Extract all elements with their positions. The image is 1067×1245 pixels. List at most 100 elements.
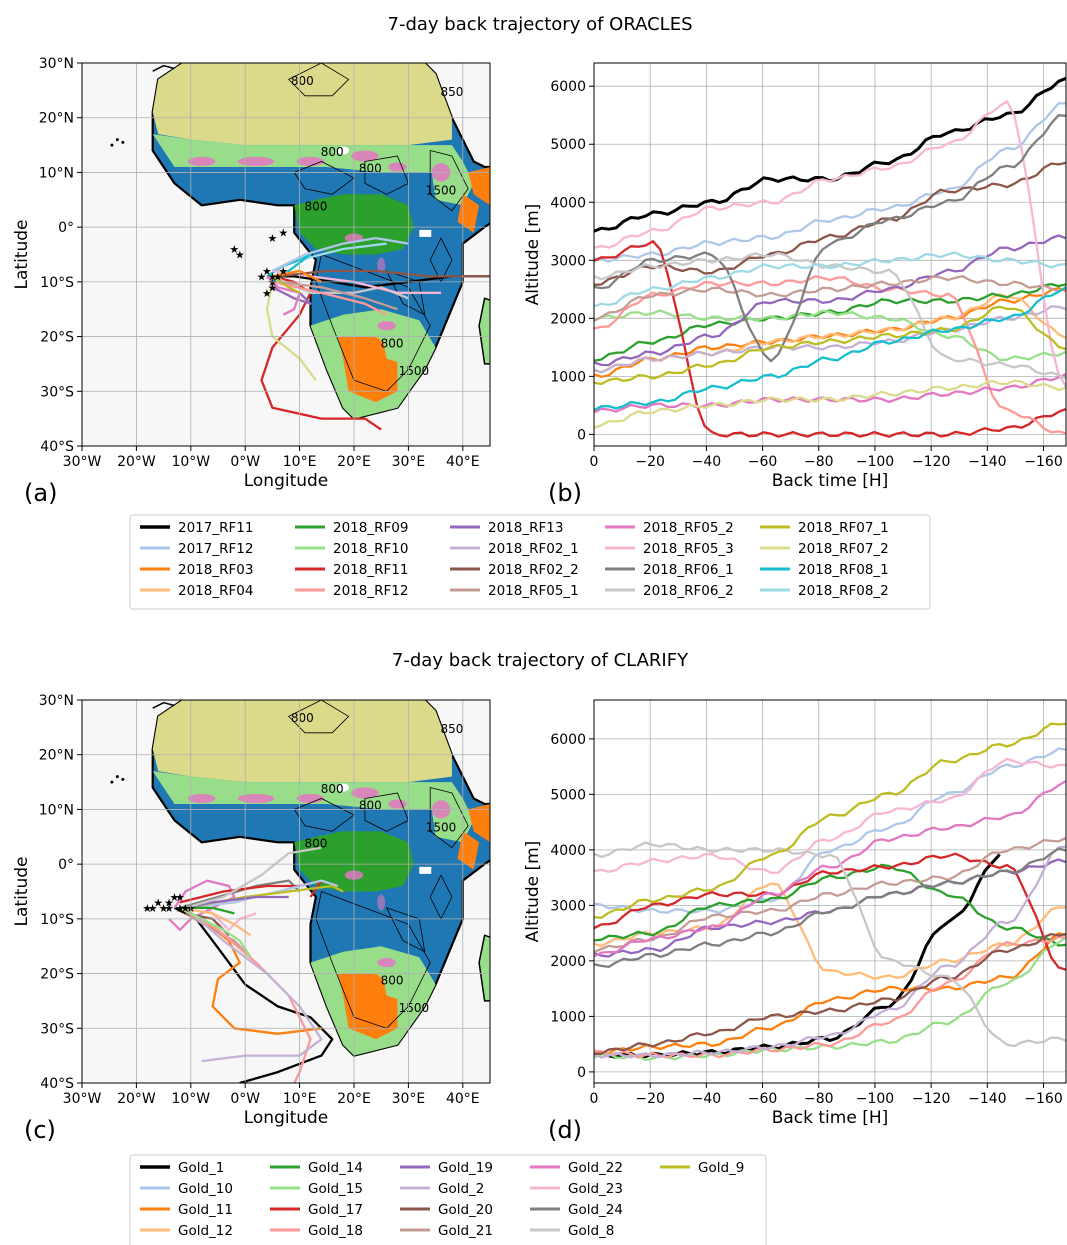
map-x-axis-label: Longitude (244, 1108, 329, 1128)
lake-chad (337, 783, 350, 792)
y-tick-label: 30°N (39, 693, 74, 709)
sampling-point-star: ★ (170, 891, 180, 904)
series-line-Gold_14 (593, 863, 1067, 947)
x-tick-label: −20 (635, 454, 665, 470)
x-tick-label: −20 (635, 1091, 665, 1107)
x-tick-label: 10°E (283, 454, 317, 470)
pink-landcover-patch (237, 156, 275, 167)
legend-label: 2018_RF05_2 (643, 520, 734, 536)
x-tick-label: −40 (692, 454, 722, 470)
sampling-point-star: ★ (175, 902, 185, 915)
sampling-point-star: ★ (148, 902, 158, 915)
elevation-contour (293, 161, 355, 195)
y-tick-label: 0° (58, 220, 74, 236)
sampling-point-star: ★ (164, 896, 174, 909)
sampling-point-star: ★ (229, 243, 239, 256)
oracles-legend: 2017_RF11 2017_RF12 2018_RF03 2018_RF04 2018… (129, 514, 931, 610)
legend-label: 2018_RF09 (333, 520, 408, 536)
x-tick-label: 0 (590, 1091, 599, 1107)
x-tick-label: 10°W (171, 1091, 210, 1107)
legend-label: Gold_9 (698, 1160, 744, 1176)
legend-label: 2018_RF08_1 (798, 562, 889, 578)
x-tick-label: −160 (1024, 454, 1062, 470)
legend-label: Gold_19 (438, 1160, 493, 1176)
pink-landcover-patch (351, 150, 379, 162)
legend-label: 2018_RF11 (333, 562, 408, 578)
x-tick-label: 20°E (337, 1091, 371, 1107)
x-tick-label: 20°W (117, 454, 156, 470)
series-line-2018_RF10 (593, 309, 1067, 362)
y-tick-label: 5000 (550, 787, 586, 803)
legend-label: 2018_RF12 (333, 583, 408, 599)
x-tick-label: 30°W (63, 1091, 102, 1107)
series-line-2018_RF07_2 (593, 379, 1067, 429)
legend-label: 2018_RF02_1 (488, 541, 579, 557)
x-tick-label: 10°E (283, 1091, 317, 1107)
panel-label: (b) (548, 479, 582, 507)
legend-label: Gold_10 (178, 1181, 233, 1197)
map-x-axis-label: Longitude (244, 471, 329, 491)
contour-label: 800 (291, 74, 314, 88)
contour-label: 800 (321, 145, 344, 159)
legend-label: 2017_RF12 (178, 541, 253, 557)
trajectory-Gold_10 (185, 879, 339, 910)
legend-label: Gold_1 (178, 1160, 224, 1176)
series-line-2018_RF03 (593, 286, 1067, 378)
x-tick-label: 20°W (117, 1091, 156, 1107)
sampling-point-star: ★ (159, 902, 169, 915)
legend-label: 2018_RF06_1 (643, 562, 734, 578)
canary-islands (152, 701, 175, 709)
y-tick-label: 0 (577, 1065, 586, 1081)
y-tick-label: 2000 (550, 954, 586, 970)
pink-landcover-patch (296, 793, 325, 804)
trajectory-2018_RF12 (272, 280, 388, 316)
contour-label: 850 (440, 722, 463, 736)
series-line-Gold_20 (593, 932, 1067, 1055)
x-tick-label: −60 (748, 1091, 778, 1107)
pink-landcover-patch (187, 793, 216, 804)
map-frame (81, 699, 491, 1084)
x-tick-label: 30°E (392, 1091, 426, 1107)
legend-label: 2018_RF07_1 (798, 520, 889, 536)
panel-label: (d) (548, 1116, 582, 1144)
legend-label: Gold_22 (568, 1160, 623, 1176)
y-tick-label: 5000 (550, 137, 586, 153)
legend-frame (129, 514, 931, 610)
x-tick-label: 30°E (392, 454, 426, 470)
y-tick-label: 30°N (39, 56, 74, 72)
cape-verde-islands (110, 780, 114, 784)
trajectory-Gold_24 (179, 879, 301, 910)
series-line-2018_RF02_1 (593, 305, 1067, 374)
series-line-Gold_18 (593, 935, 1067, 1059)
contour-label: 800 (381, 974, 404, 988)
legend-label: Gold_11 (178, 1202, 233, 1218)
sampling-point-star: ★ (142, 902, 152, 915)
legend-label: 2018_RF06_2 (643, 583, 734, 599)
oracles-title: 7-day back trajectory of ORACLES (388, 14, 693, 35)
y-tick-label: 2000 (550, 311, 586, 327)
pink-landcover-patch (187, 156, 216, 167)
chart-y-axis-label: Altitude [m] (523, 204, 543, 306)
trajectory-Gold_15 (179, 906, 252, 958)
sampling-point-star: ★ (235, 249, 245, 262)
series-line-Gold_11 (593, 932, 1067, 1055)
series-line-Gold_2 (593, 845, 1067, 1059)
sampling-point-star: ★ (267, 232, 277, 245)
y-tick-label: 10°N (39, 165, 74, 181)
legend-label: Gold_23 (568, 1181, 623, 1197)
chart-x-axis-label: Back time [H] (772, 1108, 889, 1128)
legend-label: 2018_RF05_1 (488, 583, 579, 599)
canary-islands (152, 64, 175, 72)
series-line-Gold_24 (593, 847, 1067, 969)
contour-label: 800 (381, 337, 404, 351)
madagascar (478, 297, 490, 365)
series-line-Gold_21 (593, 836, 1067, 954)
sampling-point-star: ★ (164, 902, 174, 915)
legend-label: 2018_RF05_3 (643, 541, 734, 557)
series-line-2017_RF12 (593, 102, 1067, 263)
x-tick-label: −120 (912, 454, 950, 470)
trajectory-Gold_2 (184, 907, 323, 1063)
sampling-point-star: ★ (278, 265, 288, 278)
sampling-point-star: ★ (267, 270, 277, 283)
chart-frame (593, 62, 1067, 447)
